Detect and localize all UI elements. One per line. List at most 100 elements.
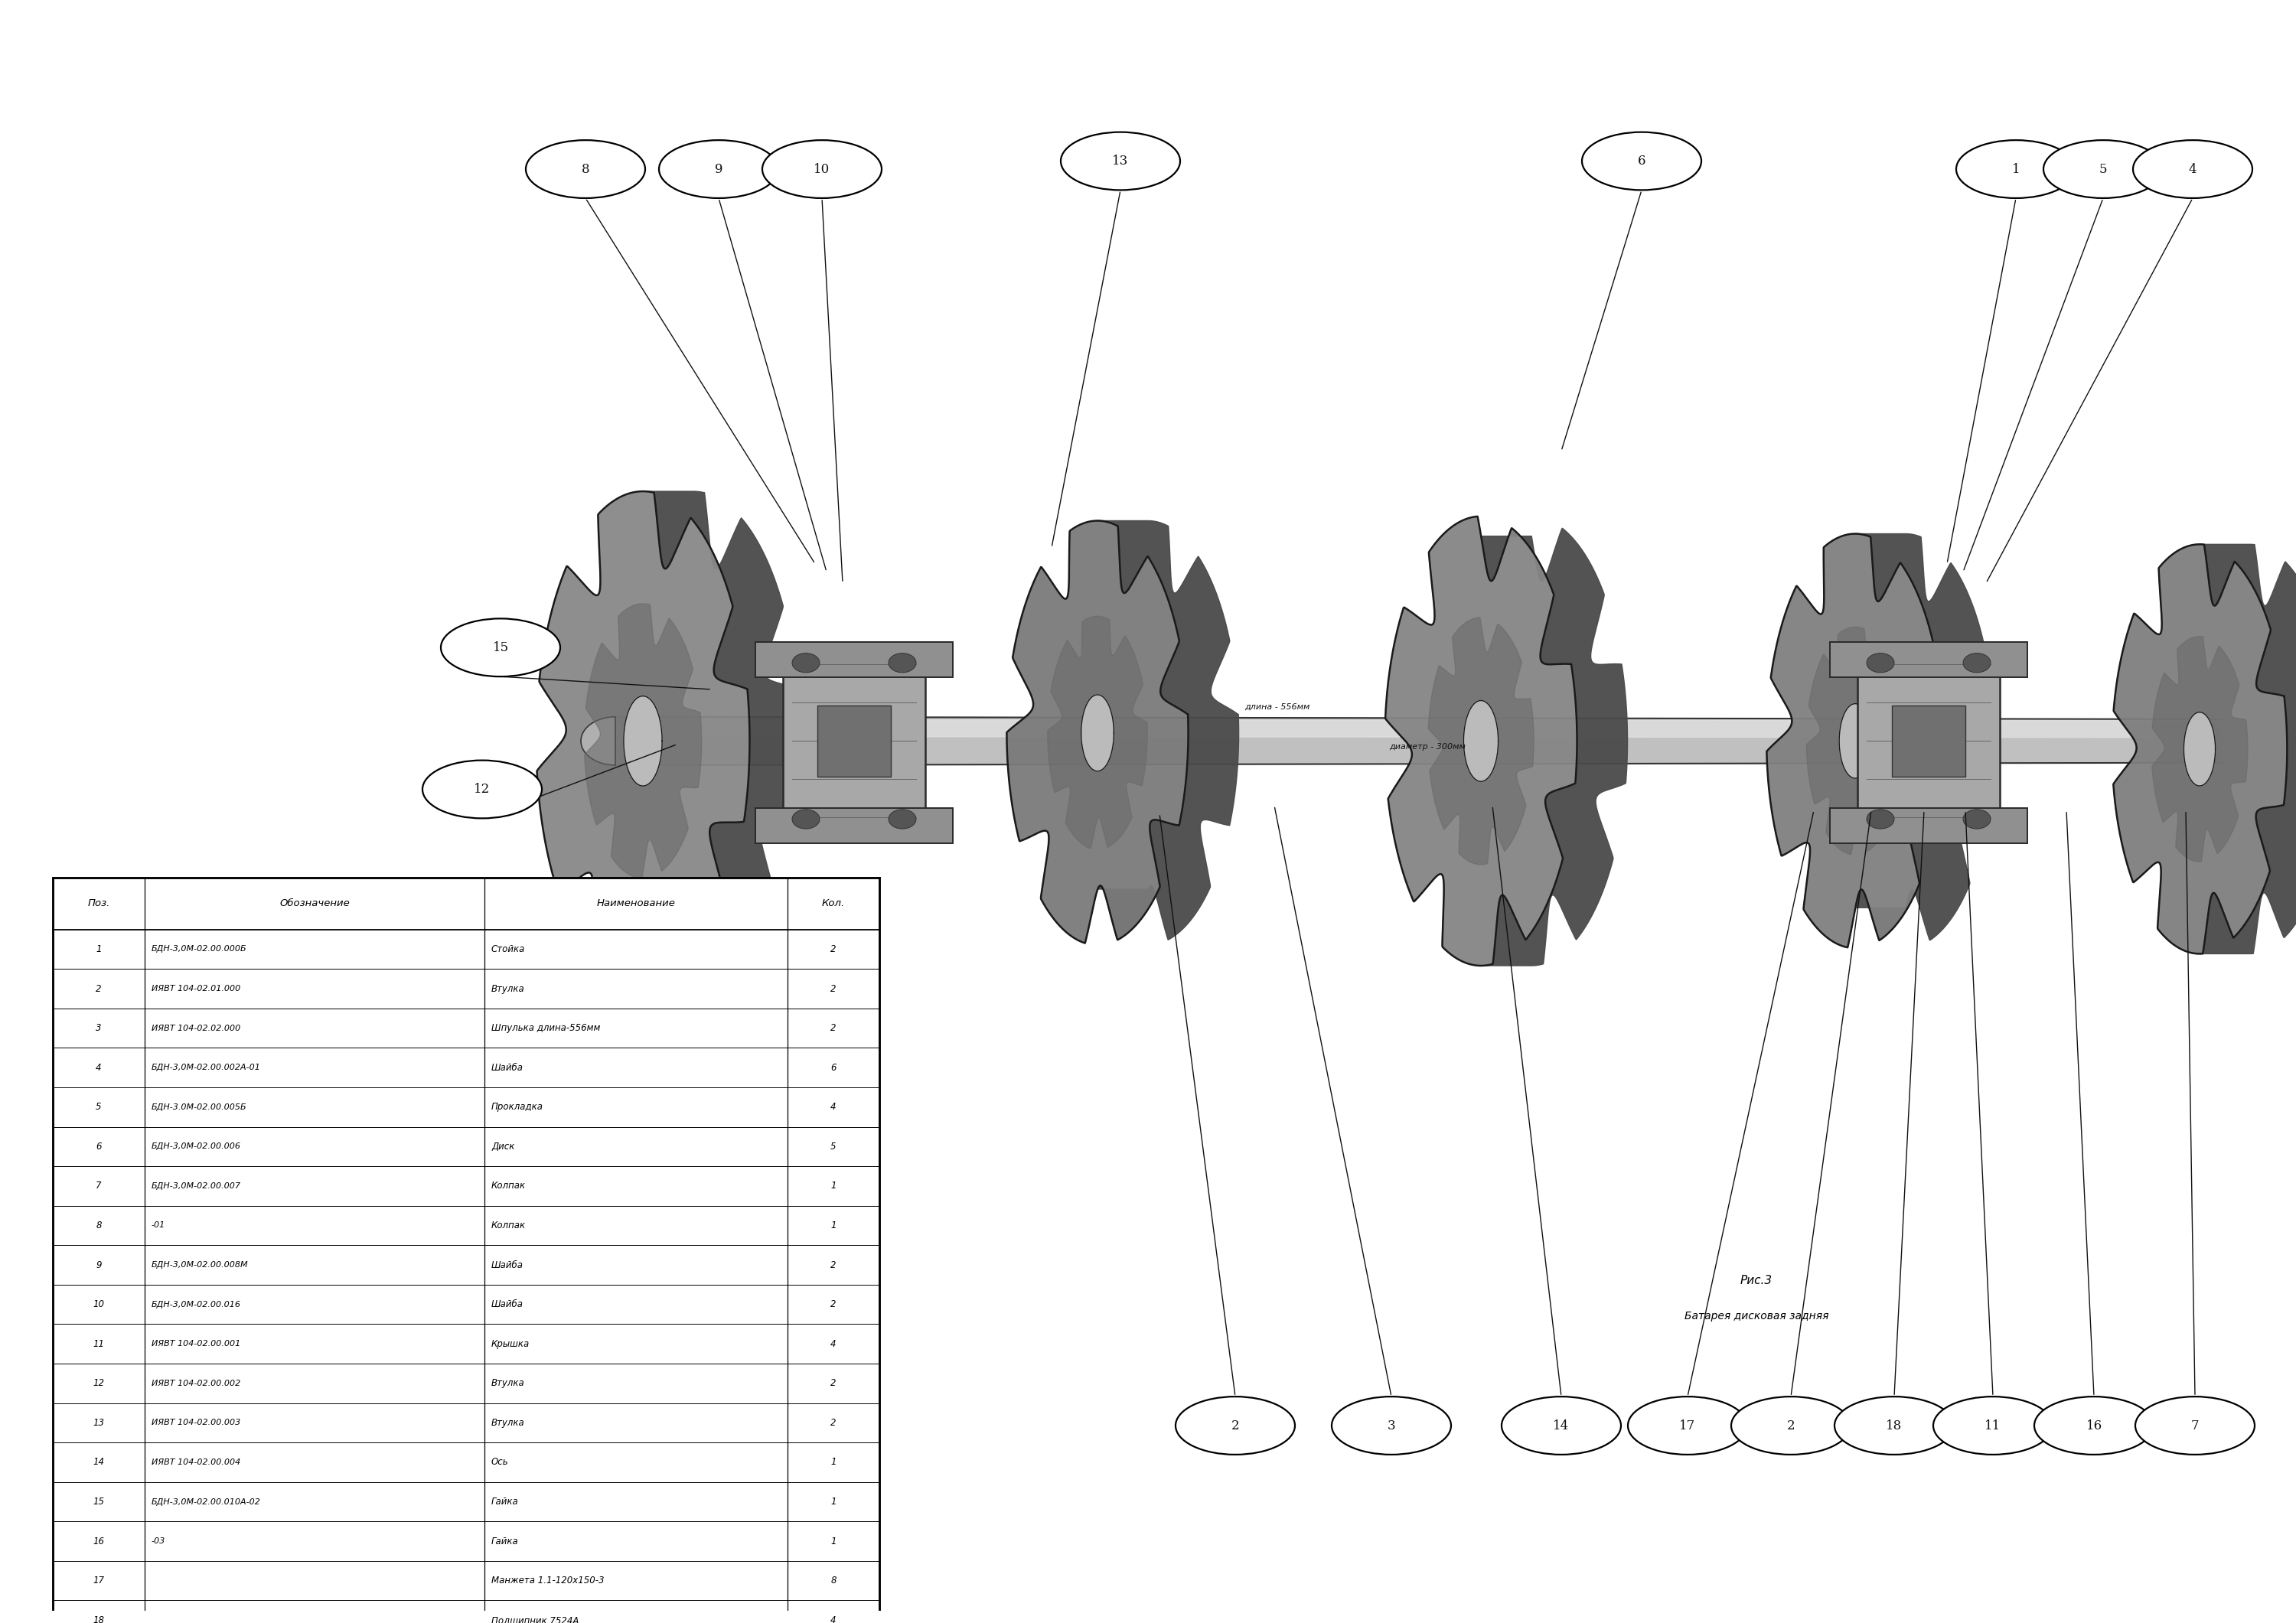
Circle shape	[1867, 652, 1894, 672]
Text: 3: 3	[96, 1022, 101, 1034]
Text: Обозначение: Обозначение	[280, 899, 349, 909]
Ellipse shape	[1176, 1397, 1295, 1454]
Text: 7: 7	[96, 1182, 101, 1191]
Polygon shape	[581, 717, 615, 764]
Text: 2: 2	[831, 1022, 836, 1034]
Text: 5: 5	[96, 1102, 101, 1112]
Text: -03: -03	[152, 1537, 165, 1545]
Polygon shape	[1047, 617, 1148, 849]
Text: 5: 5	[831, 1141, 836, 1151]
FancyBboxPatch shape	[1857, 648, 2000, 834]
Text: Колпак: Колпак	[491, 1182, 526, 1191]
Text: 4: 4	[831, 1615, 836, 1623]
Text: 14: 14	[92, 1457, 106, 1467]
Text: 17: 17	[92, 1576, 106, 1586]
Ellipse shape	[2034, 1397, 2154, 1454]
Text: 17: 17	[1678, 1419, 1697, 1431]
Polygon shape	[643, 492, 799, 979]
Polygon shape	[2151, 636, 2248, 862]
Text: 12: 12	[92, 1378, 106, 1388]
Text: 1: 1	[831, 1537, 836, 1547]
Text: 2: 2	[831, 1300, 836, 1310]
Text: 2: 2	[96, 984, 101, 993]
Text: ИЯВТ 104-02.00.002: ИЯВТ 104-02.00.002	[152, 1380, 241, 1388]
Text: 13: 13	[92, 1419, 106, 1428]
Text: 4: 4	[831, 1339, 836, 1349]
Text: Шайба: Шайба	[491, 1259, 523, 1269]
Text: Втулка: Втулка	[491, 1378, 526, 1388]
Polygon shape	[1081, 695, 1114, 771]
Text: ИЯВТ 104-02.00.003: ИЯВТ 104-02.00.003	[152, 1419, 241, 1427]
Ellipse shape	[1933, 1397, 2053, 1454]
Text: диаметр - 300мм: диаметр - 300мм	[1389, 743, 1465, 750]
Text: 6: 6	[1637, 154, 1646, 167]
Text: Поз.: Поз.	[87, 899, 110, 909]
Text: Втулка: Втулка	[491, 1419, 526, 1428]
Text: 6: 6	[831, 1063, 836, 1073]
Text: 18: 18	[92, 1615, 106, 1623]
Text: Диск: Диск	[491, 1141, 514, 1151]
Text: 4: 4	[2188, 162, 2197, 175]
Text: -01: -01	[152, 1222, 165, 1229]
Text: 16: 16	[92, 1537, 106, 1547]
FancyBboxPatch shape	[783, 648, 925, 834]
Text: 4: 4	[831, 1102, 836, 1112]
Ellipse shape	[1332, 1397, 1451, 1454]
Polygon shape	[625, 696, 661, 786]
Text: 13: 13	[1111, 154, 1130, 167]
Text: Наименование: Наименование	[597, 899, 675, 909]
Text: Ось: Ось	[491, 1457, 510, 1467]
Ellipse shape	[1956, 140, 2076, 198]
Text: БДН-3,0М-02.00.002А-01: БДН-3,0М-02.00.002А-01	[152, 1063, 262, 1071]
Polygon shape	[1384, 516, 1577, 966]
Text: 9: 9	[96, 1259, 101, 1269]
Text: Гайка: Гайка	[491, 1537, 519, 1547]
Text: ИЯВТ 104-02.00.001: ИЯВТ 104-02.00.001	[152, 1341, 241, 1347]
Text: Втулка: Втулка	[491, 984, 526, 993]
Text: Гайка: Гайка	[491, 1496, 519, 1506]
Ellipse shape	[441, 618, 560, 677]
Text: БДН-3,0М-02.00.016: БДН-3,0М-02.00.016	[152, 1300, 241, 1308]
Text: 2: 2	[1786, 1419, 1795, 1431]
Text: 2: 2	[1231, 1419, 1240, 1431]
Polygon shape	[1807, 626, 1903, 855]
Polygon shape	[1855, 534, 1995, 940]
Text: 2: 2	[831, 1378, 836, 1388]
FancyBboxPatch shape	[1892, 706, 1965, 776]
Ellipse shape	[2043, 140, 2163, 198]
Text: БДН-3,0М-02.00.007: БДН-3,0М-02.00.007	[152, 1182, 241, 1190]
Text: 11: 11	[92, 1339, 106, 1349]
Text: 18: 18	[1885, 1419, 1903, 1431]
Text: 10: 10	[92, 1300, 106, 1310]
Ellipse shape	[422, 760, 542, 818]
Polygon shape	[1463, 701, 1499, 781]
Text: Стойка: Стойка	[491, 945, 526, 954]
Ellipse shape	[1582, 131, 1701, 190]
Ellipse shape	[2133, 140, 2252, 198]
FancyBboxPatch shape	[53, 878, 879, 1623]
Polygon shape	[1097, 521, 1240, 940]
Text: 15: 15	[491, 641, 510, 654]
Circle shape	[1867, 810, 1894, 829]
Circle shape	[1963, 652, 1991, 672]
Text: 8: 8	[581, 162, 590, 175]
Text: 2: 2	[831, 1259, 836, 1269]
Text: 3: 3	[1387, 1419, 1396, 1431]
Circle shape	[889, 652, 916, 672]
Ellipse shape	[1502, 1397, 1621, 1454]
Text: длина - 556мм: длина - 556мм	[1244, 703, 1309, 711]
Text: Шайба: Шайба	[491, 1300, 523, 1310]
Text: Прокладка: Прокладка	[491, 1102, 544, 1112]
Text: 1: 1	[831, 1220, 836, 1230]
Text: 7: 7	[2190, 1419, 2200, 1431]
Ellipse shape	[1835, 1397, 1954, 1454]
Text: 8: 8	[831, 1576, 836, 1586]
FancyBboxPatch shape	[755, 808, 953, 844]
Polygon shape	[585, 604, 703, 878]
Text: Шайба: Шайба	[491, 1063, 523, 1073]
Ellipse shape	[1061, 131, 1180, 190]
Polygon shape	[1766, 534, 1945, 948]
Polygon shape	[2200, 544, 2296, 954]
Text: БДН-3.0М-02.00.005Б: БДН-3.0М-02.00.005Б	[152, 1104, 248, 1110]
Polygon shape	[2183, 712, 2216, 786]
